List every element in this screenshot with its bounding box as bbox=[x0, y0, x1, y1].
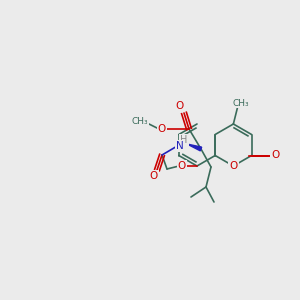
Text: O: O bbox=[176, 101, 184, 111]
Text: CH₃: CH₃ bbox=[132, 116, 148, 125]
Text: O: O bbox=[158, 124, 166, 134]
Text: CH₃: CH₃ bbox=[232, 98, 249, 107]
Text: O: O bbox=[150, 171, 158, 181]
Text: O: O bbox=[178, 161, 186, 171]
Polygon shape bbox=[187, 144, 202, 151]
Text: H: H bbox=[180, 135, 188, 145]
Text: O: O bbox=[229, 161, 238, 171]
Text: N: N bbox=[176, 141, 184, 151]
Text: O: O bbox=[272, 151, 280, 160]
